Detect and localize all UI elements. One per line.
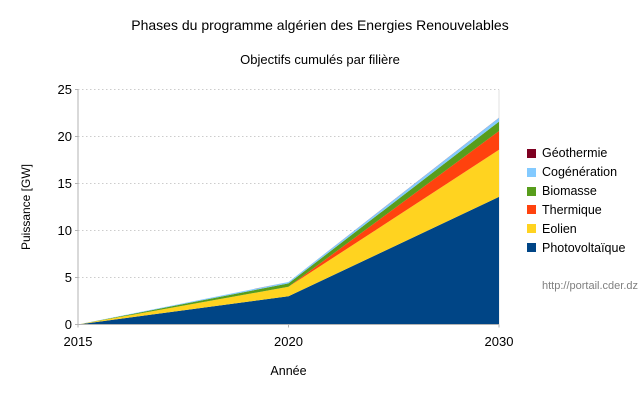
legend-swatch-photovoltaique — [527, 243, 536, 253]
x-tick-label-2020: 2020 — [274, 334, 303, 349]
legend-label-photovoltaique: Photovoltaïque — [542, 240, 626, 255]
y-tick-label-10: 10 — [58, 223, 72, 238]
legend-item-biomasse: Biomasse — [527, 182, 625, 201]
legend-label-biomasse: Biomasse — [542, 184, 597, 199]
area-photovoltaique — [78, 196, 499, 325]
legend-label-eolien: Eolien — [542, 221, 577, 236]
legend-item-thermique: Thermique — [527, 201, 625, 220]
legend-swatch-biomasse — [527, 186, 536, 196]
y-tick-label-20: 20 — [58, 129, 72, 144]
x-tick-label-2030: 2030 — [485, 334, 514, 349]
y-tick-label-5: 5 — [65, 270, 72, 285]
legend-swatch-cogeneration — [527, 167, 536, 177]
chart-title: Phases du programme algérien des Energie… — [131, 17, 509, 33]
area-biomasse — [78, 121, 499, 325]
y-tick-label-0: 0 — [65, 317, 72, 332]
chart-subtitle: Objectifs cumulés par filière — [240, 52, 400, 67]
legend-label-cogeneration: Cogénération — [542, 165, 618, 180]
legend: Géothermie Cogénération Biomasse Thermique E… — [527, 144, 625, 257]
x-axis-title: Année — [270, 364, 307, 378]
legend-item-photovoltaique: Photovoltaïque — [527, 238, 625, 257]
y-tick-label-25: 25 — [58, 82, 72, 97]
legend-item-geothermie: Géothermie — [527, 144, 625, 163]
source-url: http://portail.cder.dz — [542, 280, 638, 292]
legend-swatch-geothermie — [527, 148, 536, 158]
area-cogeneration — [78, 117, 499, 325]
y-tick-label-15: 15 — [58, 176, 72, 191]
legend-label-thermique: Thermique — [542, 202, 602, 217]
legend-item-eolien: Eolien — [527, 219, 625, 238]
legend-item-cogeneration: Cogénération — [527, 163, 625, 182]
legend-swatch-eolien — [527, 224, 536, 234]
x-tick-label-2015: 2015 — [64, 334, 93, 349]
area-eolien — [78, 149, 499, 325]
legend-label-geothermie: Géothermie — [542, 146, 608, 161]
legend-swatch-thermique — [527, 205, 536, 215]
